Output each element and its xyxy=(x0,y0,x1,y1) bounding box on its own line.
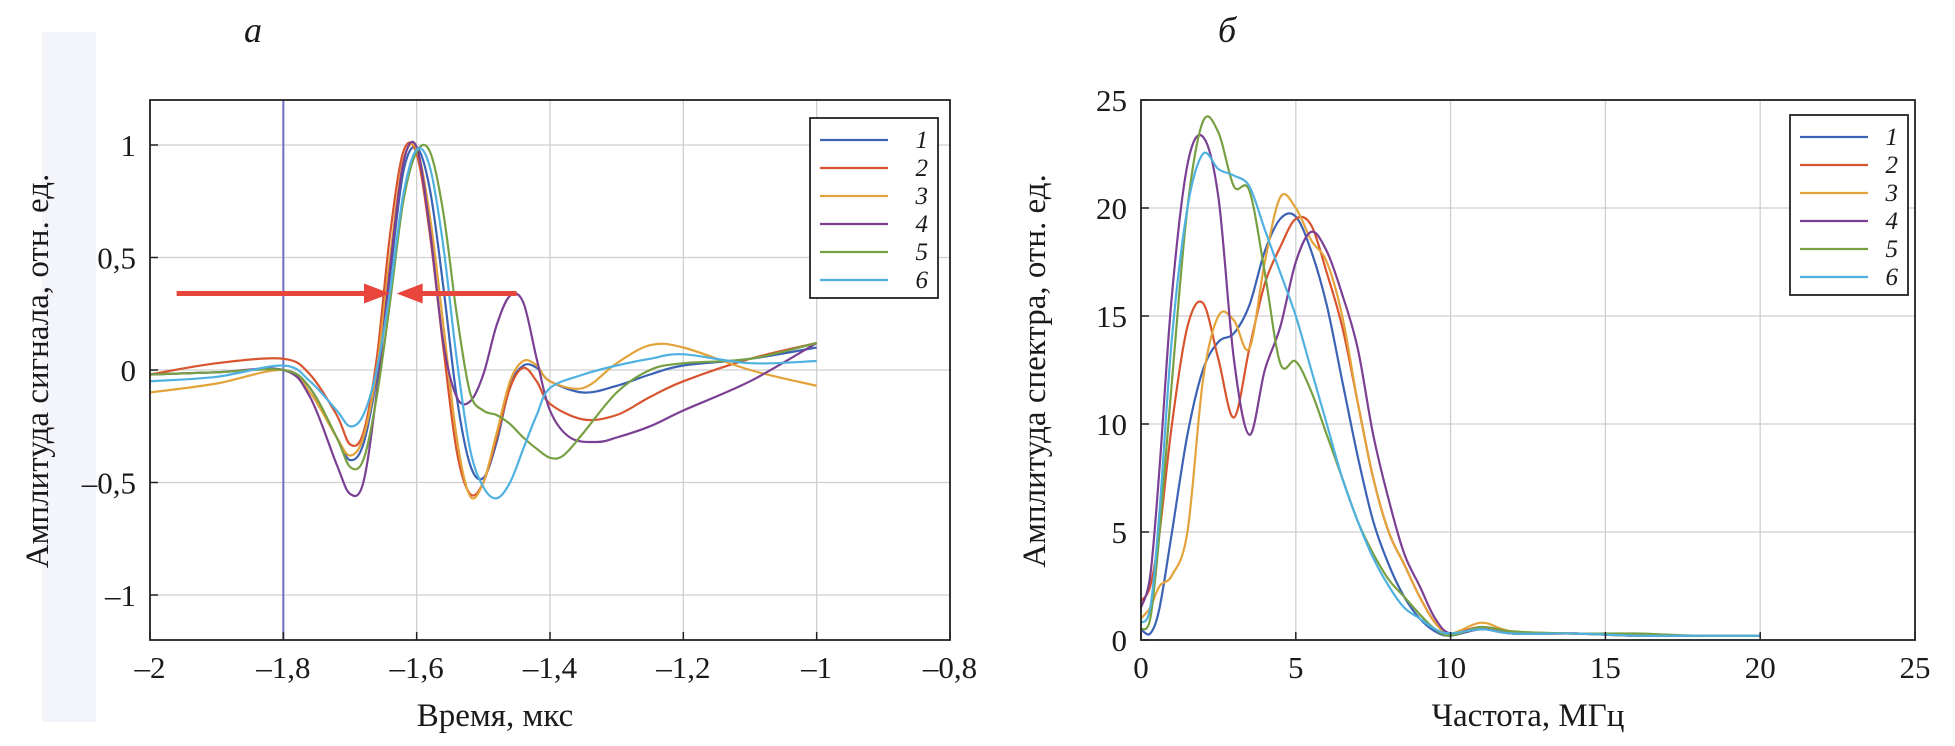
x-tick-label: –1,6 xyxy=(389,650,444,685)
legend-label-4: 4 xyxy=(1886,208,1899,235)
panel-b-y-axis-title: Амплитуда спектра, отн. ед. xyxy=(1017,174,1053,568)
panel-b-curves xyxy=(1139,115,1761,637)
page-margin-tint xyxy=(42,32,96,722)
y-tick-label: 5 xyxy=(1112,515,1128,550)
x-tick-label: 10 xyxy=(1435,650,1466,685)
y-tick-label: 0 xyxy=(1112,623,1128,658)
series-line-4 xyxy=(149,140,818,498)
x-tick-label: 25 xyxy=(1900,650,1931,685)
panel-b-axes-frame xyxy=(1140,99,1916,641)
annotation-arrow-head xyxy=(396,283,423,304)
series-line-3 xyxy=(149,143,817,500)
x-tick-label: 5 xyxy=(1288,650,1304,685)
legend-label-5: 5 xyxy=(1886,236,1899,263)
series-line-3 xyxy=(1140,192,1761,637)
legend-label-3: 3 xyxy=(1885,180,1899,207)
x-tick-label: –1,4 xyxy=(522,650,578,685)
legend-label-5: 5 xyxy=(916,239,929,266)
x-tick-label: –1 xyxy=(800,650,832,685)
panel-a-curves xyxy=(149,140,818,500)
y-tick-label: 15 xyxy=(1096,299,1127,334)
panel-b-y-ticks: 0 5 10 15 20 25 xyxy=(1096,83,1149,658)
series-line-1 xyxy=(149,145,817,481)
legend-label-4: 4 xyxy=(916,211,929,238)
legend-box xyxy=(1789,114,1909,296)
y-tick-label: 0,5 xyxy=(97,241,136,276)
panel-a-time-signal: а Время, мкс Амплитуда сигнала, отн. ед.… xyxy=(20,10,977,734)
y-tick-label: 20 xyxy=(1096,191,1127,226)
panel-a-y-ticks: –1 –0,5 0 0,5 1 xyxy=(81,128,158,613)
legend-label-2: 2 xyxy=(916,155,929,182)
legend-label-6: 6 xyxy=(1886,264,1899,291)
series-line-6 xyxy=(149,147,817,500)
legend-box xyxy=(809,117,939,299)
legend-label-1: 1 xyxy=(1886,124,1899,151)
x-tick-label: 15 xyxy=(1590,650,1621,685)
y-tick-label: 1 xyxy=(121,128,137,163)
x-tick-label: –1,8 xyxy=(255,650,310,685)
y-tick-label: 10 xyxy=(1096,407,1127,442)
series-line-5 xyxy=(1140,115,1761,637)
x-tick-label: 0 xyxy=(1133,650,1149,685)
x-tick-label: 20 xyxy=(1745,650,1776,685)
panel-b-x-ticks: 0 5 10 15 20 25 xyxy=(1133,632,1931,685)
legend-label-1: 1 xyxy=(916,127,929,154)
panel-a-annotations xyxy=(176,283,517,304)
annotation-arrow-head xyxy=(364,283,390,304)
series-line-5 xyxy=(149,143,817,471)
panel-a-y-axis-title: Амплитуда сигнала, отн. ед. xyxy=(20,174,56,569)
x-tick-label: –1,2 xyxy=(655,650,710,685)
series-line-6 xyxy=(1140,151,1761,637)
x-tick-label: –2 xyxy=(134,650,166,685)
legend-label-6: 6 xyxy=(916,267,929,294)
panel-a-x-axis-title: Время, мкс xyxy=(417,698,573,734)
panel-b-x-axis-title: Частота, МГц xyxy=(1432,698,1625,734)
y-tick-label: 0 xyxy=(121,353,137,388)
y-tick-label: –0,5 xyxy=(81,466,136,501)
series-line-2 xyxy=(149,141,817,497)
legend-label-2: 2 xyxy=(1886,152,1899,179)
panel-b-letter: б xyxy=(1218,10,1238,50)
x-tick-label: –0,8 xyxy=(922,650,977,685)
y-tick-label: 25 xyxy=(1096,83,1127,118)
panel-b-spectrum: б Частота, МГц Амплитуда спектра, отн. е… xyxy=(1017,10,1931,734)
panel-a-x-ticks: –2 –1,8 –1,6 –1,4 –1,2 –1 –0,8 xyxy=(134,632,977,685)
legend-label-3: 3 xyxy=(915,183,929,210)
y-tick-label: –1 xyxy=(104,578,136,613)
panel-a-letter: а xyxy=(244,10,262,50)
